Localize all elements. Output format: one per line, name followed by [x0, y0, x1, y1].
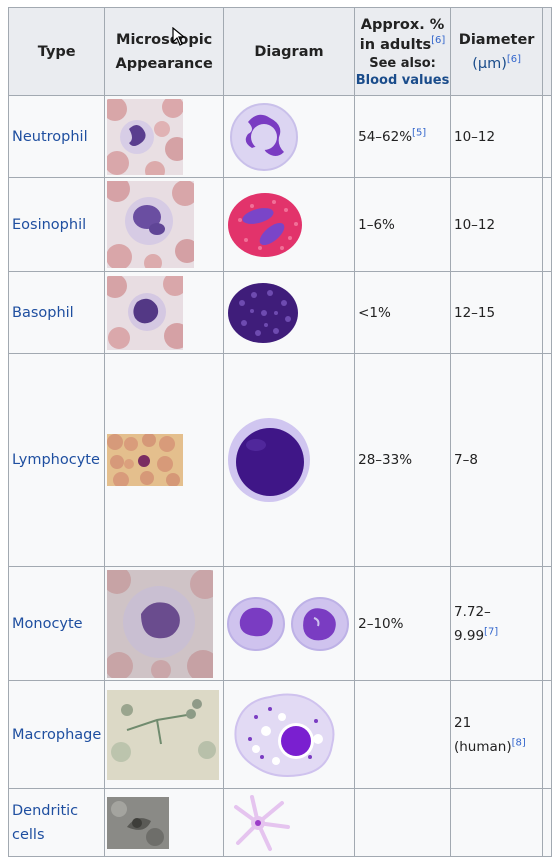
cell-type-link[interactable]: cells: [12, 826, 45, 843]
header-diameter[interactable]: Diameter (μm)[6]: [449, 7, 544, 96]
cell-type-link[interactable]: Eosinophil: [12, 216, 87, 233]
header-diagram[interactable]: Diagram: [222, 7, 356, 96]
percent-value: 54–62%[5]: [354, 95, 451, 178]
macrophage-diagram[interactable]: [226, 687, 354, 783]
header-extra: [542, 7, 552, 96]
percent-value: 1–6%: [354, 177, 451, 272]
dendritic-micrograph[interactable]: [107, 796, 222, 849]
percent-value: 2–10%: [354, 566, 451, 681]
table-row: Neutrophil 54: [7, 95, 552, 178]
diameter-value: 10–12: [449, 177, 544, 272]
neutrophil-micrograph[interactable]: [107, 98, 222, 175]
diameter-value: 12–15: [449, 271, 544, 354]
percent-value: [354, 788, 451, 857]
table-row: Monocyte: [7, 566, 552, 681]
cell-type-link[interactable]: Dendritic: [12, 802, 79, 819]
monocyte-diagram[interactable]: [226, 594, 354, 654]
eosinophil-micrograph[interactable]: [107, 181, 222, 268]
percent-value: [354, 680, 451, 789]
diameter-value: 21 (human)[8]: [449, 680, 544, 789]
neutrophil-diagram[interactable]: [226, 98, 354, 176]
diameter-value: 10–12: [449, 95, 544, 178]
diameter-value: 7.72– 9.99[7]: [449, 566, 544, 681]
basophil-diagram[interactable]: [226, 281, 354, 345]
macrophage-micrograph[interactable]: [107, 689, 222, 780]
header-row: Type Microscopic Appearance Diagram Appro…: [7, 7, 552, 96]
blood-values-link[interactable]: Blood values: [355, 72, 450, 88]
ref-link[interactable]: [5]: [412, 127, 427, 138]
micrometre-link[interactable]: (μm): [472, 55, 507, 72]
diameter-value: 7–8: [449, 353, 544, 567]
table-row: Lymphocyte: [7, 353, 552, 567]
cell-type-link[interactable]: Basophil: [12, 304, 74, 321]
header-type[interactable]: Type: [7, 7, 106, 96]
ref-link[interactable]: [6]: [506, 53, 522, 65]
mouse-pointer-icon: [172, 26, 186, 51]
lymphocyte-micrograph[interactable]: [107, 434, 222, 486]
eosinophil-diagram[interactable]: [226, 190, 354, 260]
basophil-micrograph[interactable]: [107, 275, 222, 350]
table-row: Dendritic cells: [7, 788, 552, 857]
cell-type-link[interactable]: Neutrophil: [12, 128, 88, 145]
ref-link[interactable]: [7]: [484, 626, 499, 637]
white-blood-cell-table: Type Microscopic Appearance Diagram Appro…: [7, 7, 552, 857]
table-row: Macrophage: [7, 680, 552, 789]
monocyte-micrograph[interactable]: [107, 569, 222, 678]
dendritic-diagram[interactable]: [226, 793, 354, 853]
table-row: Eosinophil: [7, 177, 552, 272]
table-row: Basophil: [7, 271, 552, 354]
percent-value: <1%: [354, 271, 451, 354]
ref-link[interactable]: [8]: [511, 737, 526, 748]
header-percent[interactable]: Approx. % in adults[6] See also: Blood va…: [354, 7, 451, 96]
header-appearance[interactable]: Microscopic Appearance: [104, 7, 224, 96]
cell-type-link[interactable]: Macrophage: [12, 726, 102, 743]
cell-type-link[interactable]: Monocyte: [12, 615, 83, 632]
diameter-value: [449, 788, 544, 857]
lymphocyte-diagram[interactable]: [226, 415, 354, 505]
cell-type-link[interactable]: Lymphocyte: [12, 452, 100, 468]
percent-value: 28–33%: [354, 353, 451, 567]
ref-link[interactable]: [6]: [431, 34, 446, 46]
